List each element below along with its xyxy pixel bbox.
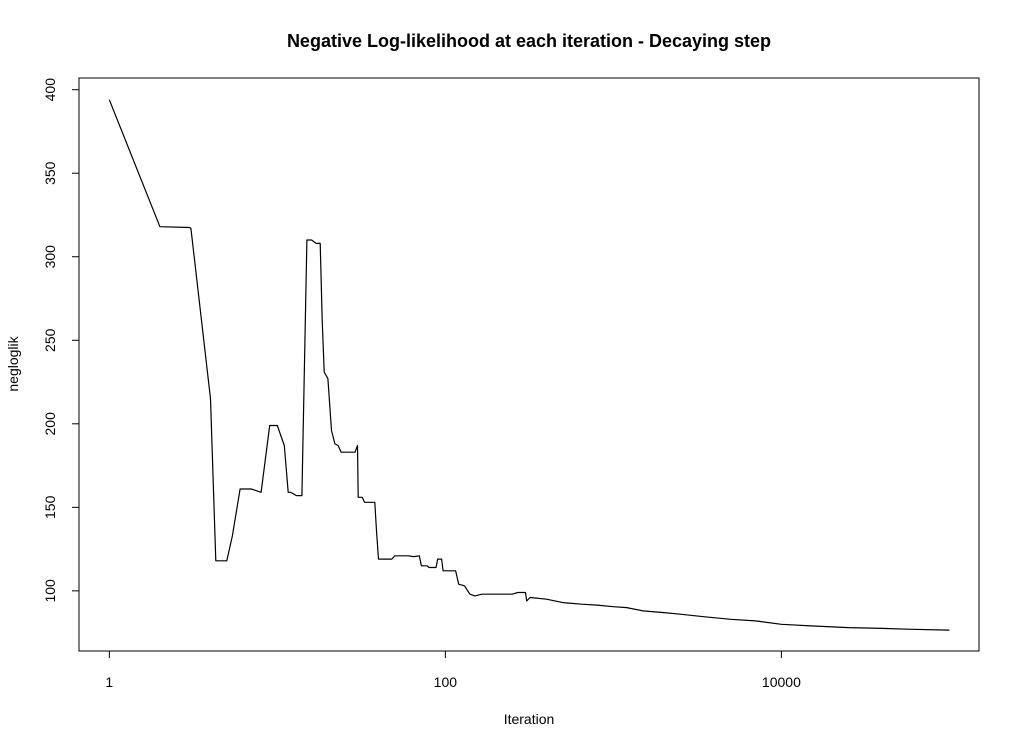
chart-title: Negative Log-likelihood at each iteratio… — [287, 31, 771, 51]
x-axis-label: Iteration — [504, 711, 555, 727]
series-line — [108, 99, 950, 631]
y-tick-label: 300 — [42, 245, 58, 269]
y-tick-label: 250 — [42, 328, 58, 352]
x-tick-label: 100 — [434, 674, 458, 690]
y-tick-label: 200 — [42, 412, 58, 436]
y-tick-label: 100 — [42, 579, 58, 603]
y-axis-label: negloglik — [5, 335, 21, 391]
y-tick-label: 400 — [42, 78, 58, 102]
y-tick-label: 350 — [42, 161, 58, 185]
x-tick-label: 1 — [105, 674, 113, 690]
x-tick-label: 10000 — [762, 674, 801, 690]
plot-frame — [78, 77, 980, 652]
series-layer — [108, 99, 950, 631]
x-axis: 1 100 10000 — [105, 650, 801, 690]
y-axis: 100 150 200 250 300 350 400 — [42, 78, 80, 603]
y-tick-label: 150 — [42, 495, 58, 519]
